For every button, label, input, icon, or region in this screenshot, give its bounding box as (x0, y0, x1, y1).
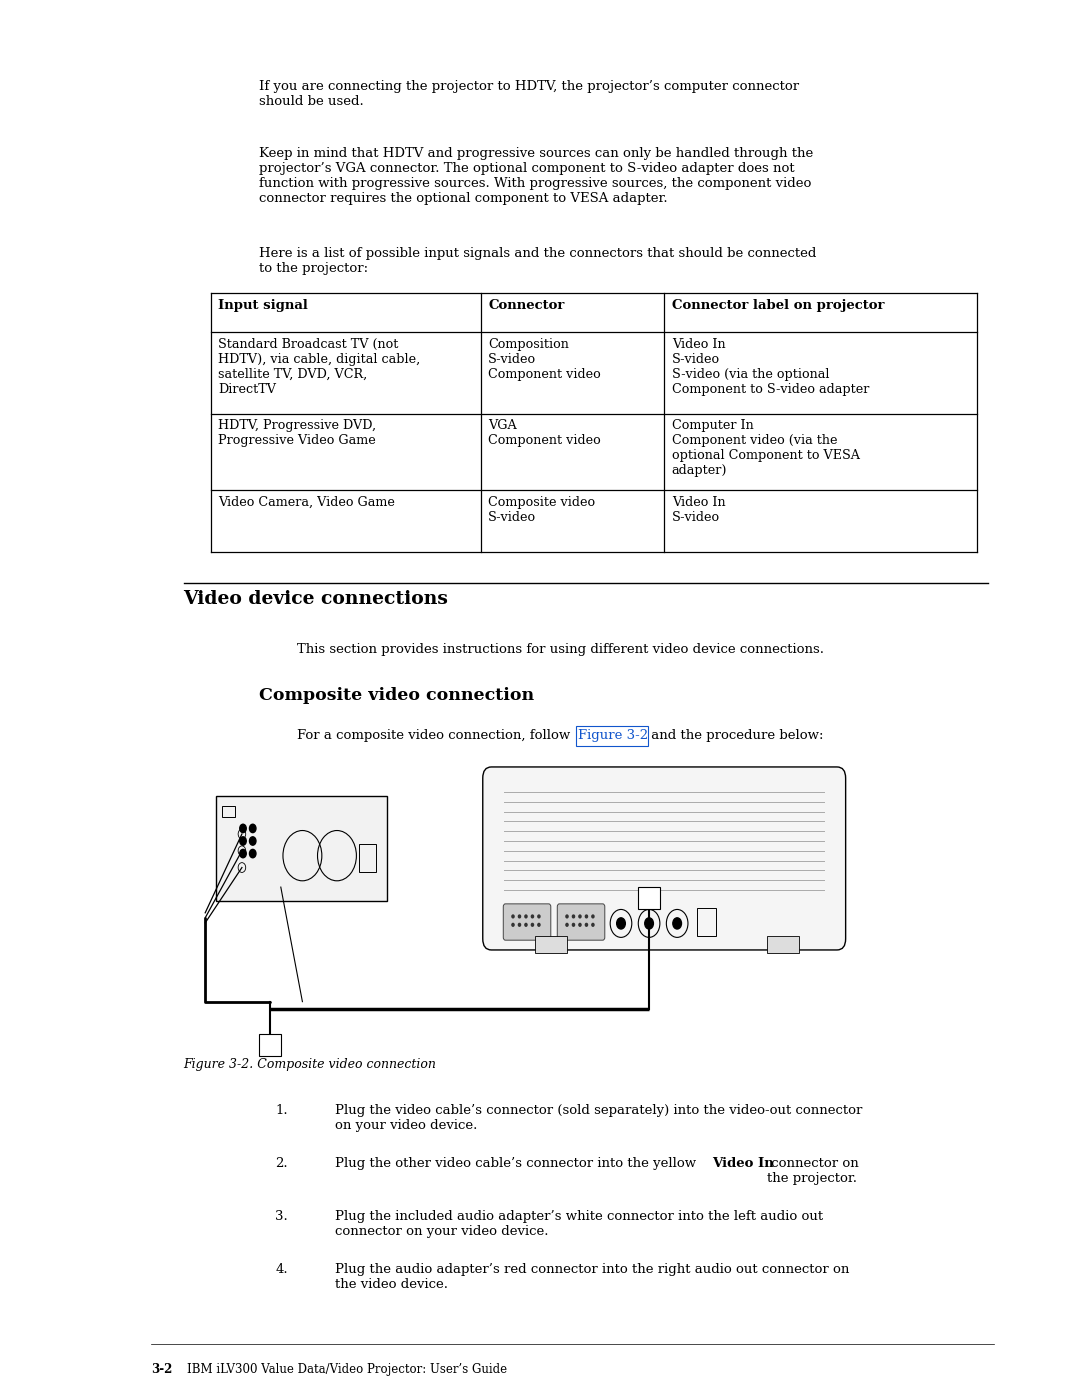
Circle shape (249, 849, 256, 858)
Circle shape (512, 915, 514, 918)
Text: VGA
Component video: VGA Component video (488, 419, 600, 447)
Text: Input signal: Input signal (218, 299, 308, 312)
Text: Plug the included audio adapter’s white connector into the left audio out
connec: Plug the included audio adapter’s white … (335, 1210, 823, 1238)
Circle shape (518, 923, 521, 926)
Text: Video In
S-video: Video In S-video (672, 496, 726, 524)
Circle shape (531, 923, 534, 926)
Text: If you are connecting the projector to HDTV, the projector’s computer connector
: If you are connecting the projector to H… (259, 80, 799, 108)
Circle shape (512, 923, 514, 926)
Text: Connector label on projector: Connector label on projector (672, 299, 885, 312)
Text: For a composite video connection, follow: For a composite video connection, follow (297, 729, 575, 742)
Circle shape (240, 849, 246, 858)
Text: HDTV, Progressive DVD,
Progressive Video Game: HDTV, Progressive DVD, Progressive Video… (218, 419, 376, 447)
Text: connector on
the projector.: connector on the projector. (767, 1157, 859, 1185)
FancyBboxPatch shape (557, 904, 605, 940)
Text: 3.: 3. (275, 1210, 288, 1222)
Text: Plug the video cable’s connector (sold separately) into the video-out connector
: Plug the video cable’s connector (sold s… (335, 1104, 862, 1132)
Circle shape (249, 837, 256, 845)
Circle shape (531, 915, 534, 918)
Text: Plug the other video cable’s connector into the yellow: Plug the other video cable’s connector i… (335, 1157, 700, 1169)
Bar (259, 1034, 281, 1056)
Circle shape (579, 915, 581, 918)
Circle shape (566, 923, 568, 926)
Bar (222, 806, 235, 817)
Text: Standard Broadcast TV (not
HDTV), via cable, digital cable,
satellite TV, DVD, V: Standard Broadcast TV (not HDTV), via ca… (218, 338, 420, 397)
Circle shape (645, 918, 653, 929)
Text: Connector: Connector (488, 299, 565, 312)
Circle shape (585, 915, 588, 918)
Text: Composition
S-video
Component video: Composition S-video Component video (488, 338, 600, 381)
Text: This section provides instructions for using different video device connections.: This section provides instructions for u… (297, 643, 824, 655)
FancyBboxPatch shape (483, 767, 846, 950)
Text: Plug the audio adapter’s red connector into the right audio out connector on
the: Plug the audio adapter’s red connector i… (335, 1263, 849, 1291)
Text: Computer In
Component video (via the
optional Component to VESA
adapter): Computer In Component video (via the opt… (672, 419, 860, 478)
Text: Composite video
S-video: Composite video S-video (488, 496, 595, 524)
Text: Video In
S-video
S-video (via the optional
Component to S-video adapter: Video In S-video S-video (via the option… (672, 338, 869, 397)
Circle shape (592, 923, 594, 926)
Text: Video Camera, Video Game: Video Camera, Video Game (218, 496, 395, 509)
Circle shape (579, 923, 581, 926)
Text: Here is a list of possible input signals and the connectors that should be conne: Here is a list of possible input signals… (259, 247, 816, 275)
Text: 3-2: 3-2 (151, 1363, 173, 1376)
Circle shape (240, 824, 246, 833)
Text: Composite video connection: Composite video connection (259, 687, 535, 704)
Bar (767, 936, 799, 953)
Text: Figure 3-2. Composite video connection: Figure 3-2. Composite video connection (184, 1058, 436, 1070)
Circle shape (617, 918, 625, 929)
Circle shape (566, 915, 568, 918)
Text: 4.: 4. (275, 1263, 288, 1275)
Circle shape (525, 923, 527, 926)
Circle shape (518, 915, 521, 918)
Bar (216, 796, 387, 901)
Text: IBM iLV300 Value Data/Video Projector: User’s Guide: IBM iLV300 Value Data/Video Projector: U… (187, 1363, 507, 1376)
Bar (697, 908, 716, 936)
Circle shape (572, 915, 575, 918)
Circle shape (673, 918, 681, 929)
Text: Video In: Video In (712, 1157, 774, 1169)
Circle shape (585, 923, 588, 926)
Circle shape (572, 923, 575, 926)
Circle shape (240, 837, 246, 845)
Circle shape (525, 915, 527, 918)
FancyBboxPatch shape (503, 904, 551, 940)
Text: Keep in mind that HDTV and progressive sources can only be handled through the
p: Keep in mind that HDTV and progressive s… (259, 147, 813, 205)
Circle shape (538, 915, 540, 918)
Circle shape (538, 923, 540, 926)
Text: and the procedure below:: and the procedure below: (647, 729, 823, 742)
Circle shape (249, 824, 256, 833)
Text: Video device connections: Video device connections (184, 590, 448, 608)
Text: 2.: 2. (275, 1157, 288, 1169)
Bar (535, 936, 567, 953)
Bar (359, 845, 376, 873)
Bar (638, 887, 660, 909)
Text: 1.: 1. (275, 1104, 288, 1116)
Text: Figure 3-2: Figure 3-2 (578, 729, 648, 742)
Circle shape (592, 915, 594, 918)
